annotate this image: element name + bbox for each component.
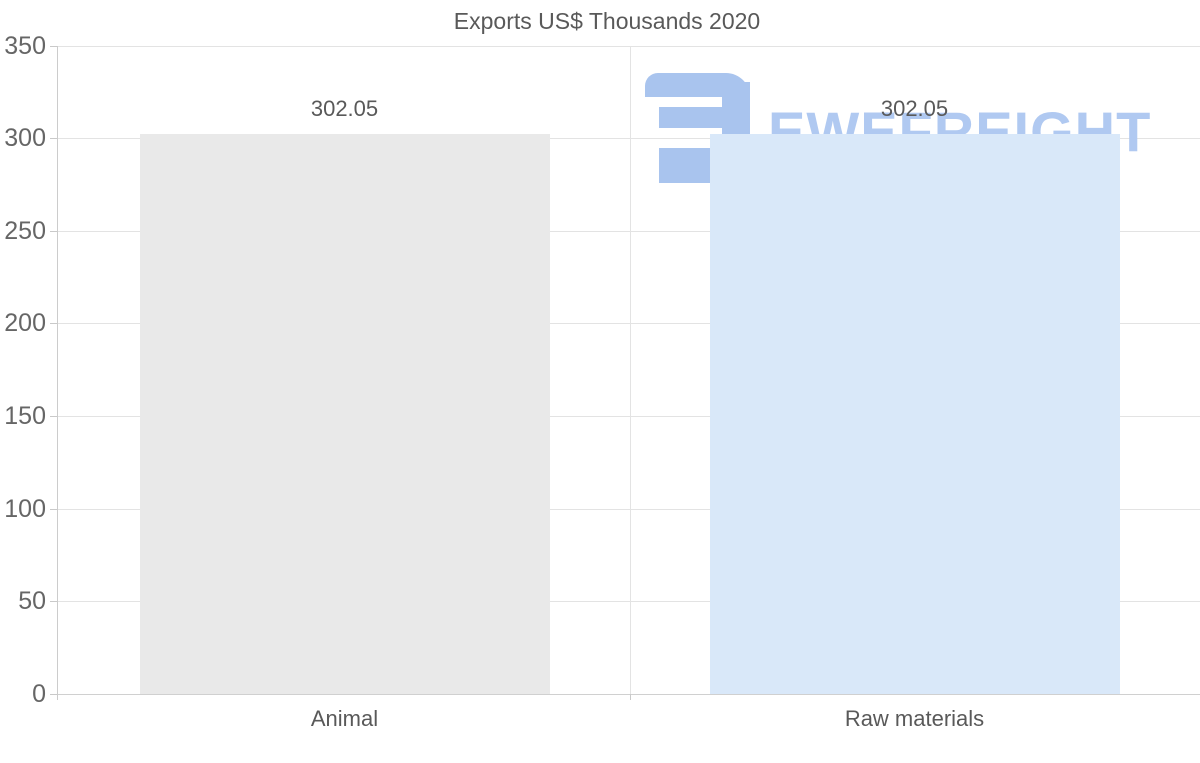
category-label-raw-materials: Raw materials [844, 706, 985, 731]
y-tick-label-100: 100 [4, 494, 46, 523]
bar-animal [139, 134, 550, 694]
value-label-raw-materials: 302.05 [880, 96, 949, 122]
y-gridline-300 [57, 138, 1200, 140]
y-gridline-200 [57, 323, 1200, 325]
y-tick-label-0: 0 [32, 680, 46, 708]
y-gridline-150 [57, 416, 1200, 418]
y-tick-label-200: 200 [4, 309, 46, 338]
y-tick-100 [50, 508, 57, 510]
y-tick-50 [50, 601, 57, 603]
y-tick-200 [50, 323, 57, 325]
y-tick-label-150: 150 [4, 402, 46, 431]
y-gridline-0 [57, 694, 1200, 695]
y-tick-300 [50, 138, 57, 140]
ewefreight-logo-icon-middle-dash [659, 107, 722, 128]
y-tick-350 [50, 45, 57, 47]
category-label-animal: Animal [310, 706, 379, 731]
y-tick-label-350: 350 [4, 31, 46, 60]
value-label-animal: 302.05 [310, 96, 379, 122]
y-tick-150 [50, 416, 57, 418]
x-gridline-mid [630, 45, 631, 694]
y-tick-0 [50, 694, 57, 695]
ewefreight-logo-icon-lower-dash [659, 148, 712, 183]
y-tick-250 [50, 230, 57, 232]
y-gridline-250 [57, 230, 1200, 232]
y-axis-line [57, 45, 58, 700]
x-tick-mid [630, 694, 631, 700]
bar-raw-materials [709, 134, 1120, 694]
y-tick-label-50: 50 [18, 587, 46, 616]
y-tick-label-300: 300 [4, 124, 46, 153]
ewefreight-logo-icon-stem [722, 82, 750, 138]
y-gridline-100 [57, 508, 1200, 510]
y-gridline-50 [57, 601, 1200, 603]
y-tick-label-250: 250 [4, 216, 46, 245]
chart-title: Exports US$ Thousands 2020 [453, 8, 761, 34]
y-gridline-350 [57, 45, 1200, 47]
